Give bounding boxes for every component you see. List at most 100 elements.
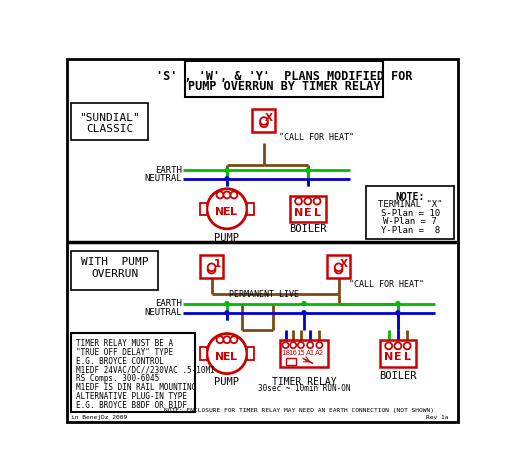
- Text: TIMER RELAY MUST BE A: TIMER RELAY MUST BE A: [76, 339, 173, 348]
- Text: PERMANENT LIVE: PERMANENT LIVE: [229, 290, 299, 298]
- Circle shape: [298, 342, 304, 348]
- Circle shape: [316, 342, 323, 348]
- Circle shape: [385, 342, 392, 349]
- Bar: [286, 358, 296, 365]
- Circle shape: [306, 169, 310, 172]
- Text: E: E: [223, 207, 231, 217]
- Circle shape: [207, 334, 247, 374]
- Circle shape: [304, 198, 311, 205]
- Bar: [200, 203, 207, 215]
- Circle shape: [225, 311, 229, 315]
- Text: 15: 15: [296, 350, 305, 357]
- Bar: [72, 333, 195, 412]
- Text: L: L: [313, 208, 321, 218]
- Circle shape: [403, 342, 411, 349]
- Text: WITH  PUMP
OVERRUN: WITH PUMP OVERRUN: [81, 258, 148, 279]
- Text: L: L: [230, 207, 238, 217]
- Text: S-Plan = 10: S-Plan = 10: [381, 209, 440, 218]
- Text: EARTH: EARTH: [156, 166, 182, 175]
- Text: E: E: [223, 352, 231, 362]
- Text: PUMP: PUMP: [215, 377, 240, 387]
- Text: A2: A2: [315, 350, 324, 357]
- Text: 'S' , 'W', & 'Y'  PLANS MODIFIED FOR: 'S' , 'W', & 'Y' PLANS MODIFIED FOR: [156, 70, 412, 83]
- Bar: [290, 196, 326, 222]
- Text: NEUTRAL: NEUTRAL: [145, 174, 182, 183]
- Bar: [200, 347, 207, 360]
- Circle shape: [230, 191, 238, 198]
- Text: in BenejDz 2009: in BenejDz 2009: [72, 415, 127, 420]
- Text: "CALL FOR HEAT": "CALL FOR HEAT": [280, 133, 354, 141]
- Text: E.G. BROYCE CONTROL: E.G. BROYCE CONTROL: [76, 357, 164, 366]
- Text: RS Comps. 300-6045: RS Comps. 300-6045: [76, 374, 159, 383]
- Text: 1: 1: [214, 259, 221, 269]
- Bar: [247, 203, 254, 215]
- Circle shape: [302, 302, 306, 306]
- Circle shape: [396, 302, 400, 306]
- Circle shape: [208, 266, 216, 274]
- Circle shape: [295, 198, 302, 205]
- Circle shape: [224, 336, 230, 343]
- Text: EARTH: EARTH: [156, 299, 182, 308]
- Text: "CALL FOR HEAT": "CALL FOR HEAT": [349, 280, 423, 289]
- Bar: [366, 187, 454, 239]
- Circle shape: [225, 177, 229, 181]
- Circle shape: [225, 302, 229, 306]
- Text: Rev 1a: Rev 1a: [426, 415, 449, 420]
- Text: E: E: [394, 352, 402, 362]
- Bar: [185, 61, 383, 97]
- Text: NEUTRAL: NEUTRAL: [145, 308, 182, 317]
- Circle shape: [217, 191, 224, 198]
- Bar: [280, 340, 328, 367]
- Circle shape: [335, 266, 343, 274]
- Text: "TRUE OFF DELAY" TYPE: "TRUE OFF DELAY" TYPE: [76, 348, 173, 357]
- Text: BOILER: BOILER: [379, 371, 417, 381]
- Circle shape: [394, 342, 401, 349]
- Text: L: L: [230, 352, 238, 362]
- Text: TIMER RELAY: TIMER RELAY: [272, 377, 336, 387]
- Circle shape: [307, 342, 313, 348]
- Circle shape: [260, 117, 268, 125]
- Text: 30sec ~ 10min RUN-ON: 30sec ~ 10min RUN-ON: [258, 384, 350, 393]
- Circle shape: [396, 311, 400, 315]
- Text: TERMINAL "X": TERMINAL "X": [378, 200, 442, 209]
- Bar: [200, 255, 223, 278]
- Text: N: N: [384, 352, 393, 362]
- Text: NOTE:: NOTE:: [396, 192, 425, 202]
- Text: M1EDF IS DIN RAIL MOUNTING: M1EDF IS DIN RAIL MOUNTING: [76, 383, 196, 392]
- Circle shape: [290, 342, 296, 348]
- Circle shape: [335, 264, 343, 271]
- Text: N: N: [216, 352, 225, 362]
- Text: X: X: [265, 112, 273, 122]
- Circle shape: [208, 264, 216, 271]
- Text: L: L: [403, 352, 411, 362]
- Circle shape: [207, 189, 247, 229]
- Text: N: N: [216, 207, 225, 217]
- Text: Y-Plan =  8: Y-Plan = 8: [381, 226, 440, 235]
- Circle shape: [260, 119, 268, 127]
- Text: E.G. BROYCE B8DF OR B1DF: E.G. BROYCE B8DF OR B1DF: [76, 401, 187, 410]
- Text: 16: 16: [289, 350, 297, 357]
- Text: PUMP: PUMP: [215, 233, 240, 243]
- Text: A1: A1: [306, 350, 315, 357]
- Circle shape: [217, 336, 224, 343]
- Bar: [252, 109, 275, 132]
- Circle shape: [225, 169, 229, 172]
- Text: 18: 18: [281, 350, 290, 357]
- Text: PUMP OVERRUN BY TIMER RELAY: PUMP OVERRUN BY TIMER RELAY: [188, 80, 380, 93]
- Text: N: N: [294, 208, 303, 218]
- Circle shape: [302, 311, 306, 315]
- Text: BOILER: BOILER: [289, 224, 327, 234]
- Text: "SUNDIAL"
CLASSIC: "SUNDIAL" CLASSIC: [79, 112, 140, 134]
- Bar: [327, 255, 350, 278]
- Text: NOTE: ENCLOSURE FOR TIMER RELAY MAY NEED AN EARTH CONNECTION (NOT SHOWN): NOTE: ENCLOSURE FOR TIMER RELAY MAY NEED…: [164, 408, 434, 413]
- Text: W-Plan = 7: W-Plan = 7: [383, 217, 437, 226]
- Circle shape: [283, 342, 289, 348]
- Bar: [72, 103, 148, 140]
- Text: X: X: [340, 259, 348, 269]
- Bar: [247, 347, 254, 360]
- Text: M1EDF 24VAC/DC//230VAC .5-10MI: M1EDF 24VAC/DC//230VAC .5-10MI: [76, 366, 215, 375]
- Text: ALTERNATIVE PLUG-IN TYPE: ALTERNATIVE PLUG-IN TYPE: [76, 392, 187, 401]
- Circle shape: [230, 336, 238, 343]
- Bar: [380, 340, 416, 367]
- Text: E: E: [304, 208, 312, 218]
